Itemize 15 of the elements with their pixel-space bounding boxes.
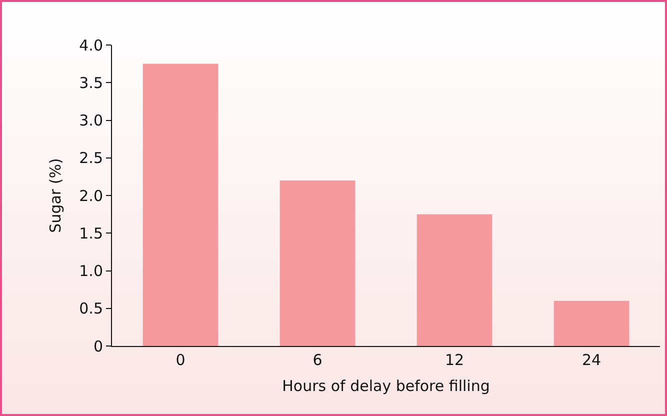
- y-tick-label: 1.5: [79, 224, 103, 242]
- y-tick-label: 2.0: [79, 186, 103, 205]
- y-tick-label: 2.5: [79, 149, 103, 168]
- y-tick-label: 4.0: [79, 36, 103, 54]
- y-tick-label: 3.0: [79, 112, 103, 130]
- x-tick-label: 6: [312, 351, 322, 369]
- y-tick-label: 0.5: [79, 300, 103, 318]
- y-tick-label: 0: [93, 337, 103, 356]
- y-axis-title: Sugar (%): [46, 158, 64, 233]
- y-tick-label: 1.0: [79, 262, 103, 280]
- x-tick-label: 0: [176, 351, 186, 369]
- x-tick-label: 24: [582, 351, 602, 369]
- x-axis-title: Hours of delay before filling: [282, 377, 490, 395]
- y-tick-label: 3.5: [79, 74, 103, 92]
- x-tick-label: 12: [444, 351, 464, 369]
